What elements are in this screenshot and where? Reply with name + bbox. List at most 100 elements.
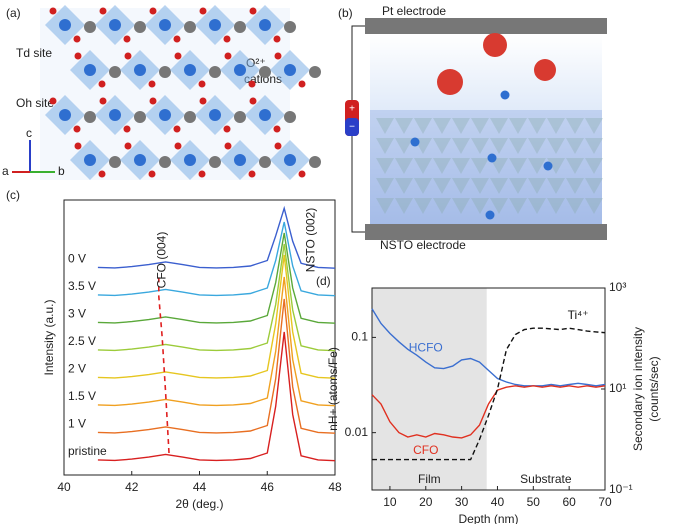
series-label: pristine	[68, 444, 107, 458]
td-atom	[159, 156, 171, 168]
pt-label: Pt electrode	[382, 4, 446, 18]
proton	[487, 153, 497, 163]
td-atom	[184, 21, 196, 33]
o-atom	[174, 52, 182, 60]
series-line	[97, 243, 336, 352]
lattice	[509, 138, 527, 154]
annotation: CFO (004)	[154, 232, 168, 289]
td-atom	[259, 156, 271, 168]
series-line	[97, 221, 336, 297]
lattice	[452, 118, 470, 134]
region-label: Substrate	[520, 472, 572, 486]
lattice	[547, 118, 565, 134]
y2-tick-label: 10³	[609, 280, 626, 294]
o-atom	[174, 142, 182, 150]
td-atom	[84, 21, 96, 33]
lattice	[471, 138, 489, 154]
o-atom	[223, 35, 231, 43]
oh-atom	[184, 64, 196, 76]
series-line	[371, 385, 606, 439]
td-atom	[209, 156, 221, 168]
lattice	[414, 158, 432, 174]
o-atom	[99, 7, 107, 15]
o-atom	[148, 170, 156, 178]
film-region	[372, 288, 487, 490]
annotation: NSTO (002)	[303, 208, 317, 272]
o-atom	[124, 52, 132, 60]
lattice	[585, 158, 603, 174]
panel-label: (b)	[338, 6, 353, 20]
lattice	[433, 198, 451, 214]
o-atom	[173, 125, 181, 133]
lattice	[414, 118, 432, 134]
o-atom	[248, 170, 256, 178]
film	[370, 110, 602, 224]
x-axis-label: Depth (nm)	[458, 512, 518, 524]
axis-c-label: c	[26, 126, 32, 140]
o-atom	[249, 97, 257, 105]
water	[534, 59, 556, 81]
lattice	[566, 138, 584, 154]
series-label: CFO	[413, 443, 438, 457]
o-atom	[149, 97, 157, 105]
o-atom	[224, 142, 232, 150]
series-line	[97, 276, 336, 407]
x-tick-label: 40	[57, 480, 71, 494]
lattice	[547, 178, 565, 194]
series-line	[371, 308, 606, 387]
lattice	[376, 198, 394, 214]
o-atom	[298, 170, 306, 178]
td-atom	[309, 156, 321, 168]
lattice	[490, 118, 508, 134]
o-atom	[149, 7, 157, 15]
lattice	[452, 138, 470, 154]
lattice	[585, 138, 603, 154]
td-atom	[159, 66, 171, 78]
lattice	[471, 158, 489, 174]
x-tick-label: 44	[193, 480, 207, 494]
series-label: Ti⁴⁺	[568, 308, 589, 322]
lattice	[490, 138, 508, 154]
x-tick-label: 30	[455, 495, 469, 509]
lattice	[452, 158, 470, 174]
lattice	[585, 198, 603, 214]
series-line	[372, 327, 606, 461]
water	[483, 33, 507, 57]
oh-atom	[159, 109, 171, 121]
oh-atom	[209, 109, 221, 121]
td-atom	[134, 21, 146, 33]
series-label: 3 V	[68, 307, 86, 321]
oh-atom	[59, 19, 71, 31]
series-label: 1 V	[68, 417, 86, 431]
x-tick-label: 10	[383, 495, 397, 509]
oh-atom	[209, 19, 221, 31]
series-line	[97, 254, 336, 379]
lattice	[433, 138, 451, 154]
o-atom	[98, 170, 106, 178]
region-label: Film	[418, 472, 441, 486]
oh-atom	[134, 64, 146, 76]
lattice	[528, 198, 546, 214]
series-line	[97, 331, 336, 462]
series-label: 3.5 V	[68, 279, 96, 293]
o-atom	[249, 7, 257, 15]
o-atom	[198, 80, 206, 88]
o-atom	[273, 125, 281, 133]
lattice	[395, 198, 413, 214]
proton	[543, 161, 553, 171]
axis-b-label: b	[58, 164, 65, 178]
panel-b: Pt electrode NSTO electrode + − (b)	[338, 4, 607, 252]
lattice	[490, 178, 508, 194]
o-atom	[98, 80, 106, 88]
lattice	[471, 178, 489, 194]
series-label: 2 V	[68, 362, 86, 376]
td-atom	[234, 21, 246, 33]
o-atom	[248, 80, 256, 88]
x-tick-label: 40	[491, 495, 505, 509]
x-tick-label: 42	[125, 480, 139, 494]
o-atom	[173, 35, 181, 43]
lattice	[433, 158, 451, 174]
td-atom	[109, 156, 121, 168]
lattice	[528, 138, 546, 154]
td-atom	[209, 66, 221, 78]
